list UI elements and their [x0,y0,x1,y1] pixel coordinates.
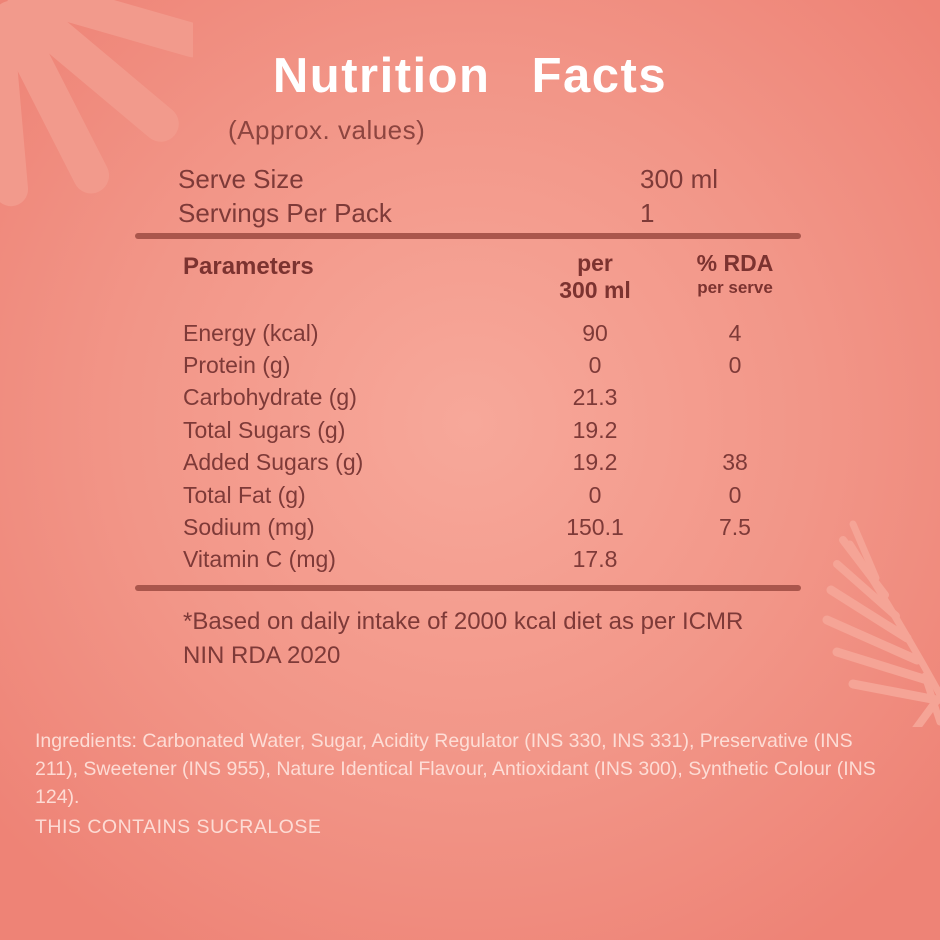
rda-value: 38 [722,449,748,476]
per-300ml-value: 17.8 [572,546,618,573]
per-300ml-value: 21.3 [572,384,618,411]
table-row: Vitamin C (mg) 17.8 [135,544,801,576]
per-300ml-header-line2: 300 ml [559,277,631,303]
ingredients-section: Ingredients: Carbonated Water, Sugar, Ac… [35,727,895,841]
page-title: Nutrition Facts [272,49,668,103]
table-row: Carbohydrate (g) 21.3 [135,382,801,414]
per-300ml-header-line1: per [577,250,613,276]
serving-info: Serve Size 300 ml Servings Per Pack 1 [135,162,801,230]
table-row: Total Sugars (g) 19.2 [135,414,801,446]
parameter-name: Added Sugars (g) [183,449,364,476]
servings-per-pack-value: 1 [640,197,655,228]
servings-per-pack-label: Servings Per Pack [178,197,392,228]
table-row: Protein (g) 0 0 [135,349,801,381]
servings-per-pack-row: Servings Per Pack 1 [135,196,801,230]
serve-size-value: 300 ml [640,163,719,194]
parameter-name: Energy (kcal) [183,319,319,346]
table-row: Total Fat (g) 0 0 [135,479,801,511]
divider-top [135,233,801,239]
serve-size-row: Serve Size 300 ml [135,162,801,196]
ingredients-text: Ingredients: Carbonated Water, Sugar, Ac… [35,730,876,808]
table-row: Energy (kcal) 90 4 [135,317,801,349]
table-row: Sodium (mg) 150.1 7.5 [135,511,801,543]
parameter-name: Protein (g) [183,352,291,379]
per-300ml-value: 90 [582,319,608,346]
rda-header-line2: per serve [697,278,773,297]
parameter-name: Carbohydrate (g) [183,384,357,411]
rda-value: 7.5 [719,514,751,541]
parameter-name: Total Sugars (g) [183,416,346,443]
divider-bottom [135,585,801,591]
table-header: Parameters per 300 ml % RDA per serve [135,250,801,304]
rda-header-line1: % RDA [696,250,774,276]
rda-value: 0 [728,352,742,379]
per-300ml-value: 0 [588,352,602,379]
subtitle-approx-values: (Approx. values) [228,115,426,145]
parameters-header: Parameters [183,253,314,280]
parameter-name: Sodium (mg) [183,514,315,541]
table-row: Added Sugars (g) 19.2 38 [135,447,801,479]
rda-header: % RDA per serve [670,250,800,304]
parameter-name: Total Fat (g) [183,481,306,508]
per-300ml-value: 19.2 [572,416,618,443]
serve-size-label: Serve Size [178,163,304,194]
per-300ml-header: per 300 ml [520,250,670,304]
contains-sucralose-note: THIS CONTAINS SUCRALOSE [35,816,322,838]
per-300ml-value: 19.2 [572,449,618,476]
rda-footnote: *Based on daily intake of 2000 kcal diet… [183,608,744,669]
per-300ml-value: 0 [588,481,602,508]
parameter-name: Vitamin C (mg) [183,546,336,573]
rda-value: 4 [728,319,742,346]
nutrition-table: Energy (kcal) 90 4 Protein (g) 0 0 Carbo… [135,317,801,576]
per-300ml-value: 150.1 [566,514,624,541]
rda-value: 0 [728,481,742,508]
